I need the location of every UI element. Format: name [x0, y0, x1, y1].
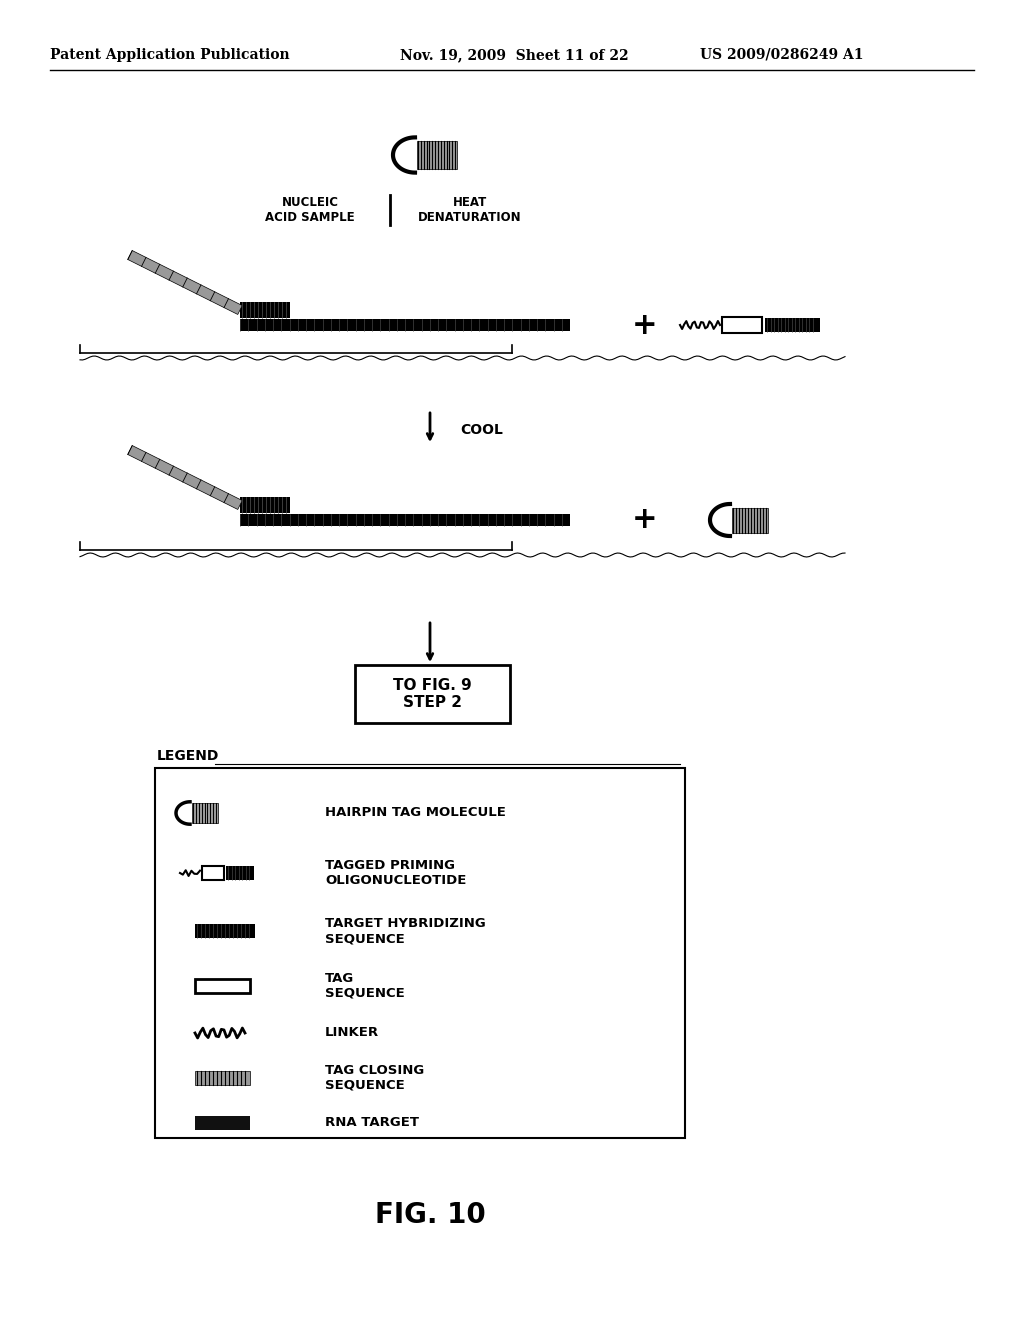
Polygon shape: [128, 446, 243, 510]
Text: US 2009/0286249 A1: US 2009/0286249 A1: [700, 48, 863, 62]
Text: Nov. 19, 2009  Sheet 11 of 22: Nov. 19, 2009 Sheet 11 of 22: [400, 48, 629, 62]
Bar: [240, 302, 290, 318]
Bar: [195, 924, 255, 939]
Text: TARGET HYBRIDIZING
SEQUENCE: TARGET HYBRIDIZING SEQUENCE: [325, 917, 485, 945]
Text: +: +: [632, 506, 657, 535]
Text: TAG
SEQUENCE: TAG SEQUENCE: [325, 972, 404, 1001]
Text: HAIRPIN TAG MOLECULE: HAIRPIN TAG MOLECULE: [325, 807, 506, 820]
Text: FIG. 10: FIG. 10: [375, 1201, 485, 1229]
Bar: [722, 317, 762, 333]
Bar: [240, 498, 290, 513]
Text: +: +: [632, 310, 657, 339]
Bar: [732, 507, 768, 532]
Bar: [195, 1071, 250, 1085]
Bar: [195, 979, 250, 993]
Bar: [155, 768, 685, 1138]
Bar: [202, 866, 224, 880]
FancyBboxPatch shape: [355, 665, 510, 723]
Bar: [195, 1115, 250, 1130]
Bar: [240, 513, 570, 525]
Bar: [240, 319, 570, 331]
Text: HEAT
DENATURATION: HEAT DENATURATION: [418, 195, 522, 224]
Text: NUCLEIC
ACID SAMPLE: NUCLEIC ACID SAMPLE: [265, 195, 354, 224]
Text: RNA TARGET: RNA TARGET: [325, 1117, 419, 1130]
Text: LEGEND: LEGEND: [157, 748, 219, 763]
Polygon shape: [128, 251, 243, 314]
Text: TO FIG. 9
STEP 2: TO FIG. 9 STEP 2: [393, 677, 472, 710]
Bar: [417, 141, 457, 169]
Text: LINKER: LINKER: [325, 1027, 379, 1040]
Bar: [765, 318, 820, 333]
Text: COOL: COOL: [460, 422, 503, 437]
Text: TAG CLOSING
SEQUENCE: TAG CLOSING SEQUENCE: [325, 1064, 424, 1092]
Bar: [193, 803, 218, 822]
Text: TAGGED PRIMING
OLIGONUCLEOTIDE: TAGGED PRIMING OLIGONUCLEOTIDE: [325, 859, 466, 887]
Bar: [226, 866, 254, 880]
Text: Patent Application Publication: Patent Application Publication: [50, 48, 290, 62]
